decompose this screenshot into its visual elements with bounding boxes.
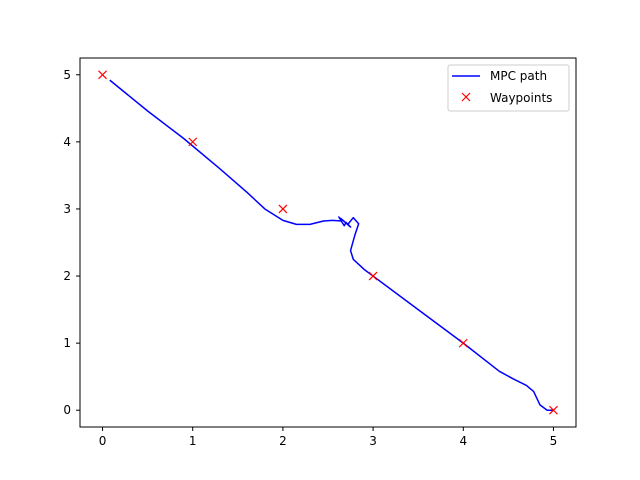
waypoint-marker-stroke xyxy=(549,405,558,415)
legend-marker-swatch xyxy=(461,92,471,102)
x-tick-label: 1 xyxy=(189,434,197,448)
waypoint-marker xyxy=(98,70,107,80)
y-tick-label: 2 xyxy=(63,269,71,283)
waypoint-marker-stroke xyxy=(188,137,198,147)
plot-area xyxy=(98,70,558,415)
waypoint-marker-stroke xyxy=(98,70,107,80)
x-tick-label: 4 xyxy=(459,434,467,448)
legend-label-waypoints: Waypoints xyxy=(490,91,552,105)
x-tick-label: 2 xyxy=(279,434,287,448)
waypoint-marker xyxy=(549,405,558,415)
waypoint-marker-stroke xyxy=(278,204,288,214)
axes: 0 1 2 3 4 5 0 1 2 3 4 5 xyxy=(63,57,577,448)
y-tick-label: 4 xyxy=(63,135,71,149)
waypoint-marker xyxy=(188,137,198,147)
legend-label-mpc-path: MPC path xyxy=(490,69,547,83)
waypoint-marker xyxy=(368,271,378,281)
waypoint-marker xyxy=(458,338,468,348)
y-tick-label: 3 xyxy=(63,202,71,216)
y-tick-label: 5 xyxy=(63,68,71,82)
waypoint-marker-stroke xyxy=(368,271,378,281)
waypoint-marker xyxy=(278,204,288,214)
axes-frame xyxy=(79,57,577,428)
y-tick-label: 0 xyxy=(63,403,71,417)
y-tick-label: 1 xyxy=(63,336,71,350)
x-tick-label: 0 xyxy=(99,434,107,448)
series-line-mpc-path xyxy=(109,79,554,411)
waypoint-marker-stroke xyxy=(458,338,468,348)
x-tick-label: 5 xyxy=(550,434,558,448)
x-tick-label: 3 xyxy=(369,434,377,448)
legend: MPC path Waypoints xyxy=(447,64,570,112)
